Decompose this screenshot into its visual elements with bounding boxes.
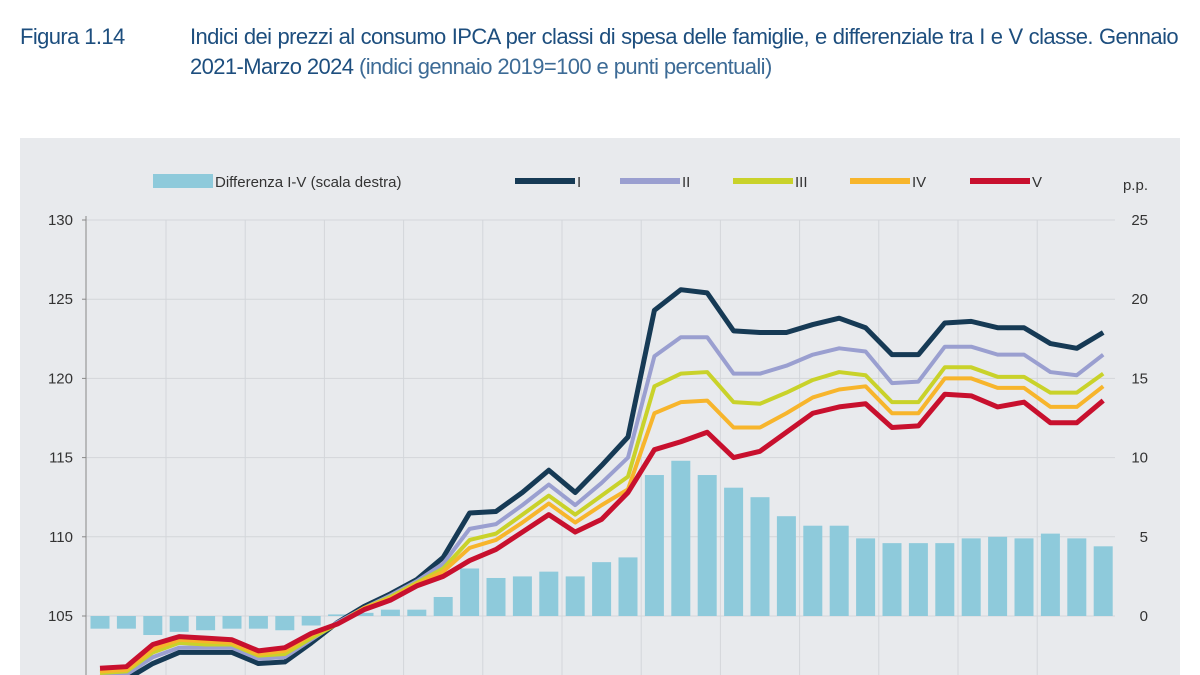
bar-difference bbox=[1040, 533, 1060, 616]
bar-difference bbox=[988, 536, 1008, 616]
right-tick-label: 5 bbox=[1140, 529, 1148, 546]
bar-difference bbox=[882, 543, 902, 616]
line-series-ii bbox=[99, 335, 1105, 675]
bar-difference bbox=[671, 460, 691, 616]
bar-difference bbox=[380, 609, 400, 616]
left-tick-label: 125 bbox=[48, 291, 73, 308]
right-tick-label: 0 bbox=[1140, 608, 1148, 625]
legend-label-iv: IV bbox=[912, 174, 926, 191]
right-tick-label: 15 bbox=[1131, 370, 1148, 387]
legend-label-i: I bbox=[577, 174, 581, 191]
bar-difference bbox=[592, 562, 612, 616]
line-series-i bbox=[128, 287, 1105, 675]
bar-difference bbox=[433, 596, 453, 616]
bar-difference bbox=[539, 571, 559, 616]
left-tick-label: 130 bbox=[48, 212, 73, 229]
bar-difference bbox=[328, 614, 348, 616]
bar-difference bbox=[644, 475, 664, 616]
legend-swatch-difference bbox=[153, 174, 213, 188]
bar-difference bbox=[856, 538, 876, 616]
legend-label-v: V bbox=[1032, 174, 1042, 191]
legend-label-ii: II bbox=[682, 174, 690, 191]
bar-difference bbox=[565, 576, 585, 616]
bar-difference bbox=[116, 616, 136, 629]
bar-difference bbox=[803, 525, 823, 616]
right-tick-label: 20 bbox=[1131, 291, 1148, 308]
bar-difference bbox=[460, 568, 480, 616]
bar-difference bbox=[301, 616, 321, 626]
bar-difference bbox=[354, 612, 374, 616]
bar-difference bbox=[908, 543, 928, 616]
figure-caption: Indici dei prezzi al consumo IPCA per cl… bbox=[190, 22, 1179, 82]
bar-difference bbox=[169, 616, 189, 632]
line-series-v bbox=[99, 391, 1105, 671]
bar-difference bbox=[618, 557, 638, 616]
bar-difference bbox=[1067, 538, 1087, 616]
bar-difference bbox=[697, 475, 717, 616]
bar-difference bbox=[724, 487, 744, 616]
bar-difference bbox=[407, 609, 427, 616]
right-axis-unit: p.p. bbox=[1123, 177, 1148, 194]
bar-difference bbox=[750, 497, 770, 616]
bar-difference bbox=[248, 616, 268, 629]
bar-difference bbox=[275, 616, 295, 631]
line-series-iii bbox=[99, 365, 1105, 675]
bar-difference bbox=[1093, 546, 1113, 616]
right-tick-label: 10 bbox=[1131, 450, 1148, 467]
bar-difference bbox=[776, 516, 796, 616]
legend-label-iii: III bbox=[795, 174, 808, 191]
bar-difference bbox=[1014, 538, 1034, 616]
left-tick-label: 110 bbox=[49, 529, 73, 546]
bar-difference bbox=[486, 577, 506, 616]
bar-difference bbox=[829, 525, 849, 616]
bar-difference bbox=[512, 576, 532, 616]
left-tick-label: 115 bbox=[49, 450, 73, 467]
bar-difference bbox=[196, 616, 216, 631]
bar-difference bbox=[222, 616, 242, 629]
left-tick-label: 105 bbox=[48, 608, 73, 625]
bar-difference bbox=[961, 538, 981, 616]
line-series-iv bbox=[99, 376, 1105, 674]
bar-difference bbox=[143, 616, 163, 636]
legend-label-difference: Differenza I-V (scala destra) bbox=[215, 174, 401, 191]
right-tick-label: 25 bbox=[1131, 212, 1148, 229]
figure-number: Figura 1.14 bbox=[20, 24, 125, 49]
left-tick-label: 120 bbox=[48, 370, 73, 387]
bar-difference bbox=[90, 616, 110, 629]
bar-difference bbox=[935, 543, 955, 616]
figure-subtitle: (indici gennaio 2019=100 e punti percent… bbox=[358, 54, 772, 79]
figure-title-text: Indici dei prezzi al consumo IPCA per cl… bbox=[190, 24, 1179, 79]
